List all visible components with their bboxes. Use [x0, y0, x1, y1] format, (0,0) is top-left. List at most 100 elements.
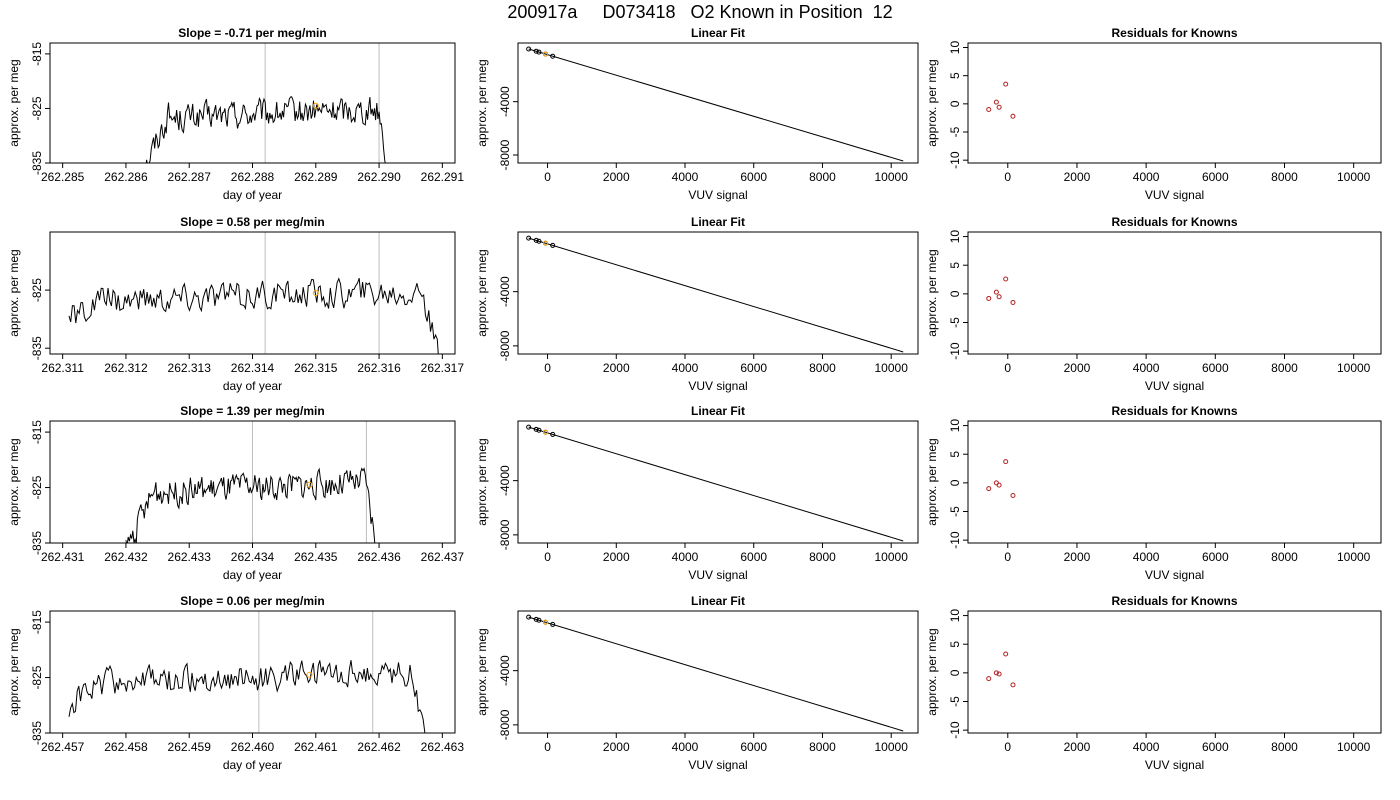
- residual-point: [1003, 459, 1009, 465]
- x-tick-label: 6000: [1202, 170, 1229, 184]
- x-tick-label: 8000: [809, 170, 836, 184]
- y-axis-label: approx. per meg: [7, 59, 21, 146]
- plot-frame: [517, 420, 919, 544]
- page-title: 200917a D073418 O2 Known in Position 12: [507, 2, 893, 22]
- panel-title: Slope = 1.39 per meg/min: [180, 404, 324, 418]
- x-tick-label: 0: [1004, 550, 1011, 564]
- residual-point: [1003, 81, 1009, 87]
- panel-data: [986, 81, 1016, 119]
- x-tick-label: 262.437: [421, 550, 465, 564]
- panel-data: [986, 459, 1016, 498]
- known-point: [536, 427, 542, 433]
- residual-point: [993, 670, 999, 676]
- sample-point: [542, 240, 548, 246]
- x-tick-label: 262.461: [294, 740, 338, 754]
- y-tick-label: -4000: [498, 465, 512, 496]
- y-tick-label: 10: [948, 41, 962, 55]
- plot-frame: [967, 420, 1382, 544]
- panel-r3-c2: Linear Fit 0 2000 4000 6000 8000 10000 -8000 -40…: [475, 404, 919, 582]
- y-tick-label: -825: [30, 96, 44, 120]
- panel-title: Residuals for Knowns: [1111, 215, 1237, 229]
- x-tick-label: 8000: [1271, 740, 1298, 754]
- y-tick-label: -5: [948, 317, 962, 328]
- plot-frame: [517, 231, 919, 355]
- panel-r2-c1: Slope = 0.58 per meg/min 262.311 262.312 26…: [7, 215, 464, 393]
- x-tick-label: 2000: [1064, 170, 1091, 184]
- x-tick-label: 0: [544, 550, 551, 564]
- y-tick-label: 0: [948, 669, 962, 676]
- y-axis-label: approx. per meg: [925, 249, 939, 336]
- known-point: [533, 48, 539, 54]
- x-tick-label: 262.433: [168, 550, 212, 564]
- y-axis-label: approx. per meg: [7, 628, 21, 715]
- x-tick-label: 10000: [875, 740, 909, 754]
- y-tick-label: -4000: [498, 276, 512, 307]
- x-tick-label: 0: [1004, 170, 1011, 184]
- x-tick-label: 4000: [672, 740, 699, 754]
- y-tick-label: 10: [948, 419, 962, 433]
- panel-title: Linear Fit: [691, 594, 745, 608]
- x-tick-label: 10000: [1337, 361, 1371, 375]
- plot-frame: [517, 42, 919, 164]
- x-axis-label: day of year: [223, 188, 282, 202]
- x-tick-label: 6000: [740, 170, 767, 184]
- x-tick-label: 0: [1004, 740, 1011, 754]
- panel-data: [526, 46, 904, 162]
- y-tick-label: -10: [948, 151, 962, 169]
- x-axis-label: VUV signal: [688, 379, 747, 393]
- y-axis-label: approx. per meg: [7, 438, 21, 525]
- x-tick-label: 2000: [603, 170, 630, 184]
- y-axis-label: approx. per meg: [925, 438, 939, 525]
- plot-frame: [49, 610, 456, 734]
- sample-point: [542, 619, 548, 625]
- x-tick-label: 262.317: [421, 361, 465, 375]
- y-tick-label: -8000: [498, 519, 512, 550]
- x-tick-label: 4000: [1133, 740, 1160, 754]
- x-tick-label: 4000: [1133, 550, 1160, 564]
- x-axis-label: VUV signal: [1145, 568, 1204, 582]
- y-tick-label: -825: [30, 278, 44, 302]
- known-point: [533, 426, 539, 432]
- panel-title: Residuals for Knowns: [1111, 404, 1237, 418]
- x-tick-label: 262.436: [357, 550, 401, 564]
- known-point: [526, 46, 532, 52]
- plot-frame: [967, 610, 1382, 734]
- panel-data: [526, 235, 904, 353]
- panel-data: [125, 421, 376, 543]
- sample-marker: [306, 671, 313, 678]
- x-tick-label: 8000: [809, 550, 836, 564]
- x-axis-label: VUV signal: [688, 568, 747, 582]
- known-point: [536, 49, 542, 55]
- panel-data: [986, 651, 1016, 688]
- x-tick-label: 10000: [1337, 740, 1371, 754]
- y-tick-label: 0: [948, 290, 962, 297]
- x-tick-label: 10000: [875, 550, 909, 564]
- x-tick-label: 262.459: [168, 740, 212, 754]
- plot-frame: [967, 231, 1382, 355]
- x-tick-label: 262.313: [168, 361, 212, 375]
- panel-title: Residuals for Knowns: [1111, 26, 1237, 40]
- x-axis-label: day of year: [223, 379, 282, 393]
- y-axis-label: approx. per meg: [475, 249, 489, 336]
- residual-point: [1010, 113, 1016, 119]
- y-tick-label: 5: [948, 72, 962, 79]
- x-axis-label: VUV signal: [1145, 758, 1204, 772]
- plot-frame: [49, 420, 456, 544]
- signal-trace: [68, 277, 439, 354]
- residual-point: [993, 99, 999, 105]
- residual-point: [986, 676, 992, 682]
- x-tick-label: 8000: [1271, 361, 1298, 375]
- x-tick-label: 4000: [672, 550, 699, 564]
- x-tick-label: 262.288: [231, 170, 275, 184]
- x-tick-label: 0: [1004, 361, 1011, 375]
- y-axis-label: approx. per meg: [7, 249, 21, 336]
- residual-point: [996, 482, 1002, 488]
- panel-data: [986, 276, 1016, 305]
- y-tick-label: 5: [948, 262, 962, 269]
- x-axis-label: VUV signal: [1145, 188, 1204, 202]
- x-tick-label: 262.463: [421, 740, 465, 754]
